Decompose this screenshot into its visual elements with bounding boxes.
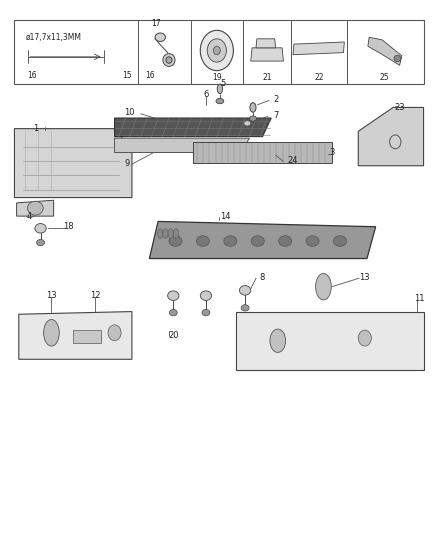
Ellipse shape — [202, 310, 210, 316]
Polygon shape — [115, 138, 250, 152]
Bar — [73, 330, 102, 343]
Text: 1: 1 — [34, 124, 39, 133]
Ellipse shape — [196, 236, 209, 246]
Text: 10: 10 — [124, 108, 135, 117]
Text: 23: 23 — [394, 103, 405, 112]
Text: 11: 11 — [414, 294, 424, 303]
Ellipse shape — [35, 223, 46, 233]
Ellipse shape — [200, 30, 233, 71]
Text: 16: 16 — [28, 71, 37, 80]
Text: 7: 7 — [273, 111, 278, 120]
Polygon shape — [293, 42, 344, 55]
Text: 3: 3 — [329, 148, 335, 157]
Ellipse shape — [244, 120, 251, 126]
Text: 15: 15 — [122, 71, 132, 80]
Ellipse shape — [200, 291, 212, 301]
Ellipse shape — [240, 286, 251, 295]
Text: 5: 5 — [221, 79, 226, 88]
Text: 22: 22 — [314, 72, 324, 82]
Ellipse shape — [170, 310, 177, 316]
Ellipse shape — [155, 33, 166, 42]
Text: 14: 14 — [220, 212, 231, 221]
Ellipse shape — [163, 54, 175, 67]
Text: ø17,7x11,3MM: ø17,7x11,3MM — [25, 33, 81, 42]
Text: 13: 13 — [360, 272, 370, 281]
Text: 12: 12 — [90, 291, 100, 300]
Ellipse shape — [224, 236, 237, 246]
Bar — [14, 20, 424, 84]
Text: 16: 16 — [145, 71, 155, 80]
Ellipse shape — [169, 236, 182, 246]
Ellipse shape — [173, 229, 179, 238]
Text: 2: 2 — [273, 95, 278, 104]
Ellipse shape — [270, 329, 286, 352]
Polygon shape — [149, 221, 376, 259]
Text: 17: 17 — [152, 19, 161, 28]
Text: 18: 18 — [64, 222, 74, 231]
Ellipse shape — [213, 46, 220, 55]
Polygon shape — [256, 39, 276, 48]
Polygon shape — [358, 108, 424, 166]
Ellipse shape — [168, 229, 173, 238]
Ellipse shape — [216, 99, 224, 104]
Ellipse shape — [28, 201, 43, 215]
Ellipse shape — [316, 273, 331, 300]
Ellipse shape — [279, 236, 292, 246]
Text: 20: 20 — [168, 331, 179, 340]
Polygon shape — [115, 118, 271, 136]
Text: 19: 19 — [212, 72, 222, 82]
Ellipse shape — [250, 103, 256, 112]
Ellipse shape — [251, 236, 264, 246]
Ellipse shape — [207, 39, 226, 62]
Ellipse shape — [37, 239, 45, 246]
Text: 13: 13 — [46, 291, 57, 300]
Text: 25: 25 — [380, 72, 389, 82]
Text: 4: 4 — [27, 212, 32, 221]
Ellipse shape — [166, 57, 172, 63]
Ellipse shape — [250, 116, 256, 121]
Ellipse shape — [163, 229, 168, 238]
Text: 24: 24 — [288, 156, 298, 165]
Text: 8: 8 — [260, 272, 265, 281]
Ellipse shape — [44, 319, 59, 346]
Polygon shape — [237, 312, 424, 370]
Ellipse shape — [168, 291, 179, 301]
Ellipse shape — [394, 55, 401, 62]
Polygon shape — [251, 48, 283, 61]
Ellipse shape — [108, 325, 121, 341]
Polygon shape — [193, 142, 332, 163]
Ellipse shape — [241, 305, 249, 311]
Ellipse shape — [358, 330, 371, 346]
Text: 21: 21 — [262, 72, 272, 82]
Text: 6: 6 — [203, 90, 208, 99]
Ellipse shape — [333, 236, 346, 246]
Polygon shape — [14, 128, 132, 198]
Ellipse shape — [158, 229, 163, 238]
Polygon shape — [19, 312, 132, 359]
Text: 9: 9 — [125, 159, 130, 167]
Ellipse shape — [217, 84, 223, 94]
Polygon shape — [17, 200, 53, 216]
Polygon shape — [368, 37, 402, 66]
Ellipse shape — [306, 236, 319, 246]
